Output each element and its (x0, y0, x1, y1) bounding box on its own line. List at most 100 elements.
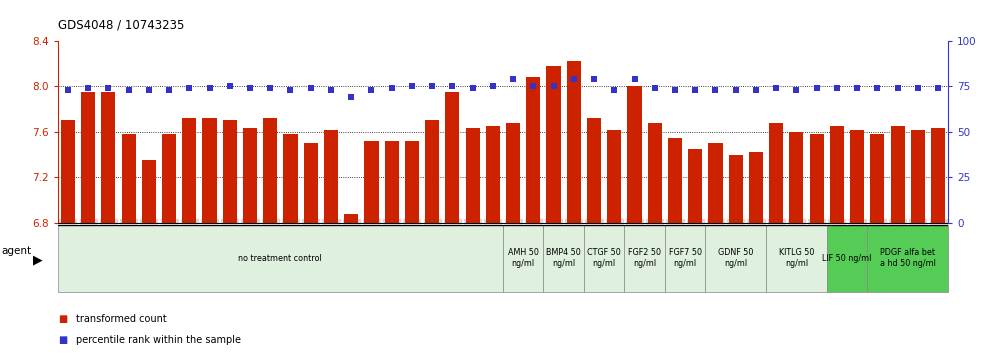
Bar (345, 214, 359, 223)
Point (60, 87, 76, 93)
Bar (587, 118, 602, 223)
Point (505, 76, 521, 82)
Text: LIF 50 ng/ml: LIF 50 ng/ml (823, 254, 872, 263)
Bar (81, 92, 96, 223)
Bar (243, 129, 257, 223)
Bar (404, 141, 419, 223)
Bar (931, 129, 945, 223)
Point (323, 87, 339, 93)
Bar (708, 143, 722, 223)
Bar (830, 126, 844, 223)
Bar (284, 134, 298, 223)
Bar (688, 149, 702, 223)
Point (262, 85, 278, 91)
Point (789, 87, 805, 93)
Text: AMH 50
ng/ml: AMH 50 ng/ml (508, 249, 539, 268)
Text: no treatment control: no treatment control (238, 254, 323, 263)
Text: transformed count: transformed count (76, 314, 166, 324)
Bar (61, 120, 75, 223)
Bar (506, 123, 520, 223)
Point (910, 85, 926, 91)
Bar (584, 225, 624, 292)
Point (140, 87, 156, 93)
Text: percentile rank within the sample: percentile rank within the sample (76, 335, 241, 345)
Point (768, 85, 784, 91)
Text: FGF7 50
ng/ml: FGF7 50 ng/ml (668, 249, 701, 268)
Point (465, 85, 481, 91)
Point (344, 95, 360, 100)
Text: GDNF 50
ng/ml: GDNF 50 ng/ml (718, 249, 753, 268)
Text: agent: agent (1, 246, 31, 256)
Text: ■: ■ (58, 314, 67, 324)
Point (809, 85, 825, 91)
Bar (627, 86, 641, 223)
Bar (544, 225, 584, 292)
Point (404, 84, 420, 89)
Bar (102, 92, 116, 223)
Bar (162, 134, 176, 223)
Point (222, 84, 238, 89)
Bar (668, 138, 682, 223)
Bar (810, 134, 824, 223)
Bar (850, 130, 865, 223)
Point (930, 85, 946, 91)
Bar (871, 134, 884, 223)
Point (829, 85, 845, 91)
Bar (608, 130, 622, 223)
Point (485, 84, 501, 89)
Bar (567, 61, 581, 223)
Bar (547, 66, 561, 223)
Bar (445, 92, 459, 223)
Bar (766, 225, 827, 292)
Point (161, 87, 177, 93)
Point (181, 85, 197, 91)
Bar (705, 225, 766, 292)
Bar (122, 134, 135, 223)
Bar (868, 225, 948, 292)
Point (424, 84, 440, 89)
Point (607, 87, 622, 93)
Point (546, 84, 562, 89)
Bar (58, 225, 503, 292)
Point (242, 85, 258, 91)
Bar (503, 225, 544, 292)
Text: FGF2 50
ng/ml: FGF2 50 ng/ml (628, 249, 661, 268)
Bar (526, 77, 541, 223)
Text: ▶: ▶ (33, 254, 43, 267)
Point (748, 87, 764, 93)
Text: PDGF alfa bet
a hd 50 ng/ml: PDGF alfa bet a hd 50 ng/ml (879, 249, 935, 268)
Bar (365, 141, 378, 223)
Point (646, 85, 662, 91)
Bar (202, 118, 216, 223)
Point (364, 87, 379, 93)
Bar (263, 118, 277, 223)
Point (667, 87, 683, 93)
Point (626, 76, 642, 82)
Point (850, 85, 866, 91)
Bar (486, 126, 500, 223)
Bar (141, 160, 156, 223)
Point (870, 85, 885, 91)
Text: BMP4 50
ng/ml: BMP4 50 ng/ml (547, 249, 581, 268)
Text: GDS4048 / 10743235: GDS4048 / 10743235 (58, 19, 184, 32)
Point (728, 87, 744, 93)
Bar (647, 123, 661, 223)
Point (80, 85, 96, 91)
Bar (384, 141, 398, 223)
Bar (729, 155, 743, 223)
Point (687, 87, 703, 93)
Point (586, 76, 602, 82)
Text: KITLG 50
ng/ml: KITLG 50 ng/ml (779, 249, 814, 268)
Point (889, 85, 905, 91)
Bar (324, 130, 338, 223)
Point (444, 84, 460, 89)
Bar (304, 143, 318, 223)
Bar (890, 126, 904, 223)
Text: ■: ■ (58, 335, 67, 345)
Point (283, 87, 299, 93)
Text: CTGF 50
ng/ml: CTGF 50 ng/ml (588, 249, 622, 268)
Point (303, 85, 319, 91)
Bar (749, 152, 763, 223)
Point (201, 85, 217, 91)
Bar (182, 118, 196, 223)
